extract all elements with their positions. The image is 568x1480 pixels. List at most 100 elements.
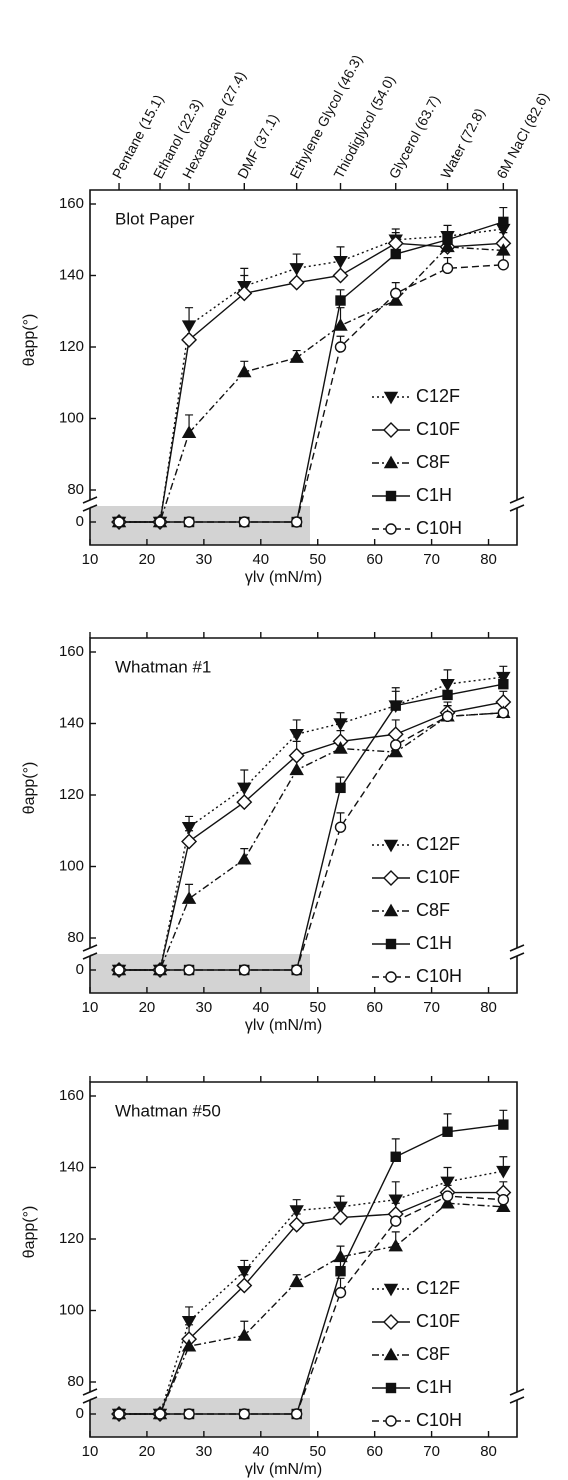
x-tick-label: 50 <box>309 551 326 568</box>
y-tick-label: 80 <box>67 1373 84 1390</box>
series-line <box>119 228 504 523</box>
marker <box>183 1408 195 1420</box>
legend-label: C10H <box>416 966 462 986</box>
x-tick-label: 70 <box>423 551 440 568</box>
y-tick-label: 120 <box>59 1230 84 1247</box>
x2-tick-label: Glycerol (63.7) <box>386 93 443 182</box>
y-tick-label: 140 <box>59 714 84 731</box>
series-line <box>119 683 504 971</box>
y-axis-label: θapp(°) <box>21 1206 38 1259</box>
legend-label: C12F <box>416 834 460 854</box>
y-tick-label: 140 <box>59 1158 84 1175</box>
legend-label: C12F <box>416 386 460 406</box>
marker <box>237 782 252 796</box>
marker <box>390 1151 401 1162</box>
series-line <box>119 242 504 523</box>
x-tick-label: 40 <box>252 999 269 1016</box>
axis-break <box>82 944 98 960</box>
marker <box>237 1328 252 1341</box>
legend-marker <box>383 422 399 438</box>
legend-label: C10H <box>416 1410 462 1430</box>
x-tick-label: 40 <box>252 551 269 568</box>
legend-label: C10F <box>416 867 460 887</box>
x-tick-label: 30 <box>196 551 213 568</box>
marker <box>440 678 455 692</box>
marker <box>498 1119 509 1130</box>
x-tick-label: 50 <box>309 999 326 1016</box>
marker <box>181 891 197 904</box>
y-tick-label: 80 <box>67 481 84 498</box>
marker <box>238 516 250 528</box>
legend-marker <box>383 903 399 917</box>
panel-title: Blot Paper <box>115 209 195 228</box>
axis-break <box>509 944 525 960</box>
x2-tick-label: 6M NaCl (82.6) <box>493 90 552 181</box>
marker <box>289 729 304 742</box>
marker <box>333 718 348 731</box>
marker <box>238 1408 250 1420</box>
legend-marker <box>385 1415 397 1427</box>
marker <box>440 239 455 253</box>
y-tick-label: 140 <box>59 266 84 283</box>
marker <box>390 739 402 751</box>
y-tick-label: 100 <box>59 1301 84 1318</box>
marker <box>181 320 197 333</box>
axis-break <box>82 496 98 512</box>
marker <box>333 256 348 269</box>
marker <box>288 274 305 291</box>
marker <box>496 671 511 685</box>
marker <box>181 1338 197 1352</box>
y-tick-label: 120 <box>59 338 84 355</box>
x-tick-label: 80 <box>480 1443 497 1460</box>
marker <box>181 833 198 850</box>
marker <box>332 267 349 284</box>
y-tick-label: 0 <box>76 1405 84 1422</box>
marker <box>290 516 303 528</box>
marker <box>236 1277 253 1294</box>
y-axis-label: θapp(°) <box>21 762 38 815</box>
marker <box>335 782 346 794</box>
marker <box>154 516 166 528</box>
panel: 0 80 100 120 140 160 10 20 30 40 50 60 70 80 Whatman #… <box>21 1076 525 1478</box>
x-tick-label: 80 <box>480 999 497 1016</box>
axis-frame <box>89 189 518 546</box>
legend-marker <box>383 870 399 886</box>
marker <box>181 821 197 835</box>
y-tick-label: 0 <box>76 513 84 530</box>
panel-title: Whatman #1 <box>115 657 211 676</box>
x-tick-label: 60 <box>366 999 383 1016</box>
x-tick-label: 10 <box>82 1443 99 1460</box>
legend-label: C12F <box>416 1278 460 1298</box>
marker <box>388 293 403 306</box>
marker <box>333 741 348 754</box>
marker <box>497 1193 510 1206</box>
marker <box>441 710 454 723</box>
legend-marker <box>385 938 397 950</box>
legend-marker <box>385 523 397 535</box>
marker <box>181 1316 197 1329</box>
marker <box>289 1274 304 1288</box>
legend-label: C1H <box>416 933 452 953</box>
marker <box>333 1249 348 1263</box>
marker <box>289 350 304 363</box>
legend-marker <box>383 1347 399 1361</box>
axis-break <box>82 1388 98 1404</box>
x-tick-label: 30 <box>196 999 213 1016</box>
x-tick-label: 10 <box>82 999 99 1016</box>
x-tick-label: 80 <box>480 551 497 568</box>
legend-marker <box>383 839 399 853</box>
marker <box>442 689 453 701</box>
x-axis-label: γlv (mN/m) <box>245 569 322 586</box>
marker <box>238 964 250 976</box>
legend-label: C1H <box>416 1377 452 1397</box>
shaded-region <box>90 954 310 993</box>
shaded-region <box>90 506 310 545</box>
x-tick-label: 60 <box>366 1443 383 1460</box>
x-tick-label: 20 <box>139 551 156 568</box>
marker <box>333 1201 348 1215</box>
marker <box>390 700 401 711</box>
marker <box>442 1126 453 1137</box>
legend-marker <box>385 971 397 983</box>
marker <box>440 1176 455 1190</box>
